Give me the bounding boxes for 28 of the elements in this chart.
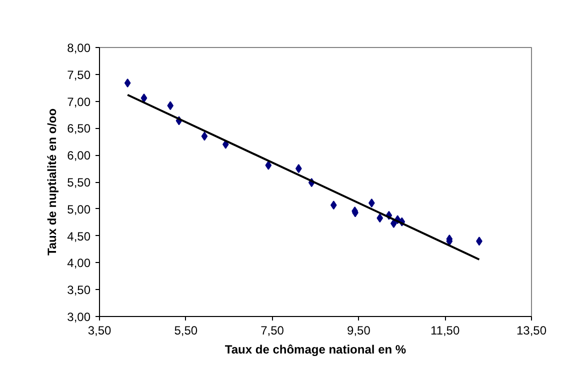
point — [167, 101, 174, 110]
point — [265, 160, 272, 170]
x-tick-label: 3,50 — [88, 324, 112, 338]
y-tick-label: 4,50 — [67, 229, 91, 244]
point — [124, 78, 131, 88]
x-tick-label: 7,50 — [260, 324, 284, 338]
x-tick-label: 5,50 — [174, 324, 198, 338]
y-axis-title: Taux de nuptialité en o/oo — [45, 108, 60, 256]
x-tick-label: 13,50 — [516, 324, 547, 338]
x-tick-label: 9,50 — [347, 324, 371, 338]
y-tick-label: 6,50 — [67, 122, 91, 136]
point — [330, 200, 337, 210]
y-tick-label: 6,00 — [67, 148, 91, 163]
y-tick-label: 7,00 — [67, 94, 91, 109]
y-tick-label: 3,50 — [67, 283, 91, 298]
point — [295, 164, 302, 174]
y-tick-label: 5,00 — [67, 202, 91, 216]
point — [140, 94, 148, 103]
y-tick-label: 8,00 — [67, 41, 91, 55]
x-tick-label: 11,50 — [430, 324, 460, 338]
point — [376, 214, 384, 223]
x-axis-title: Taux de chômage national en % — [224, 342, 406, 356]
y-tick-label: 3,00 — [67, 310, 91, 324]
y-tick-label: 4,00 — [67, 256, 91, 270]
y-tick-label: 7,50 — [67, 68, 91, 82]
y-tick-label: 5,50 — [67, 176, 91, 190]
point — [201, 132, 208, 141]
point — [368, 198, 375, 208]
